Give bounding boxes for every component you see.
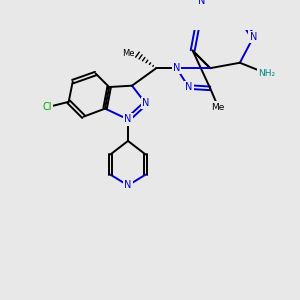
Text: N: N (198, 0, 206, 6)
Text: Cl: Cl (42, 102, 52, 112)
Text: N: N (250, 32, 257, 42)
Text: Me: Me (122, 49, 135, 58)
Text: N: N (124, 180, 132, 190)
Text: N: N (142, 98, 149, 108)
Text: N: N (185, 82, 192, 92)
Text: NH₂: NH₂ (258, 69, 275, 78)
Text: N: N (173, 63, 180, 73)
Text: Me: Me (212, 103, 225, 112)
Text: N: N (124, 114, 132, 124)
